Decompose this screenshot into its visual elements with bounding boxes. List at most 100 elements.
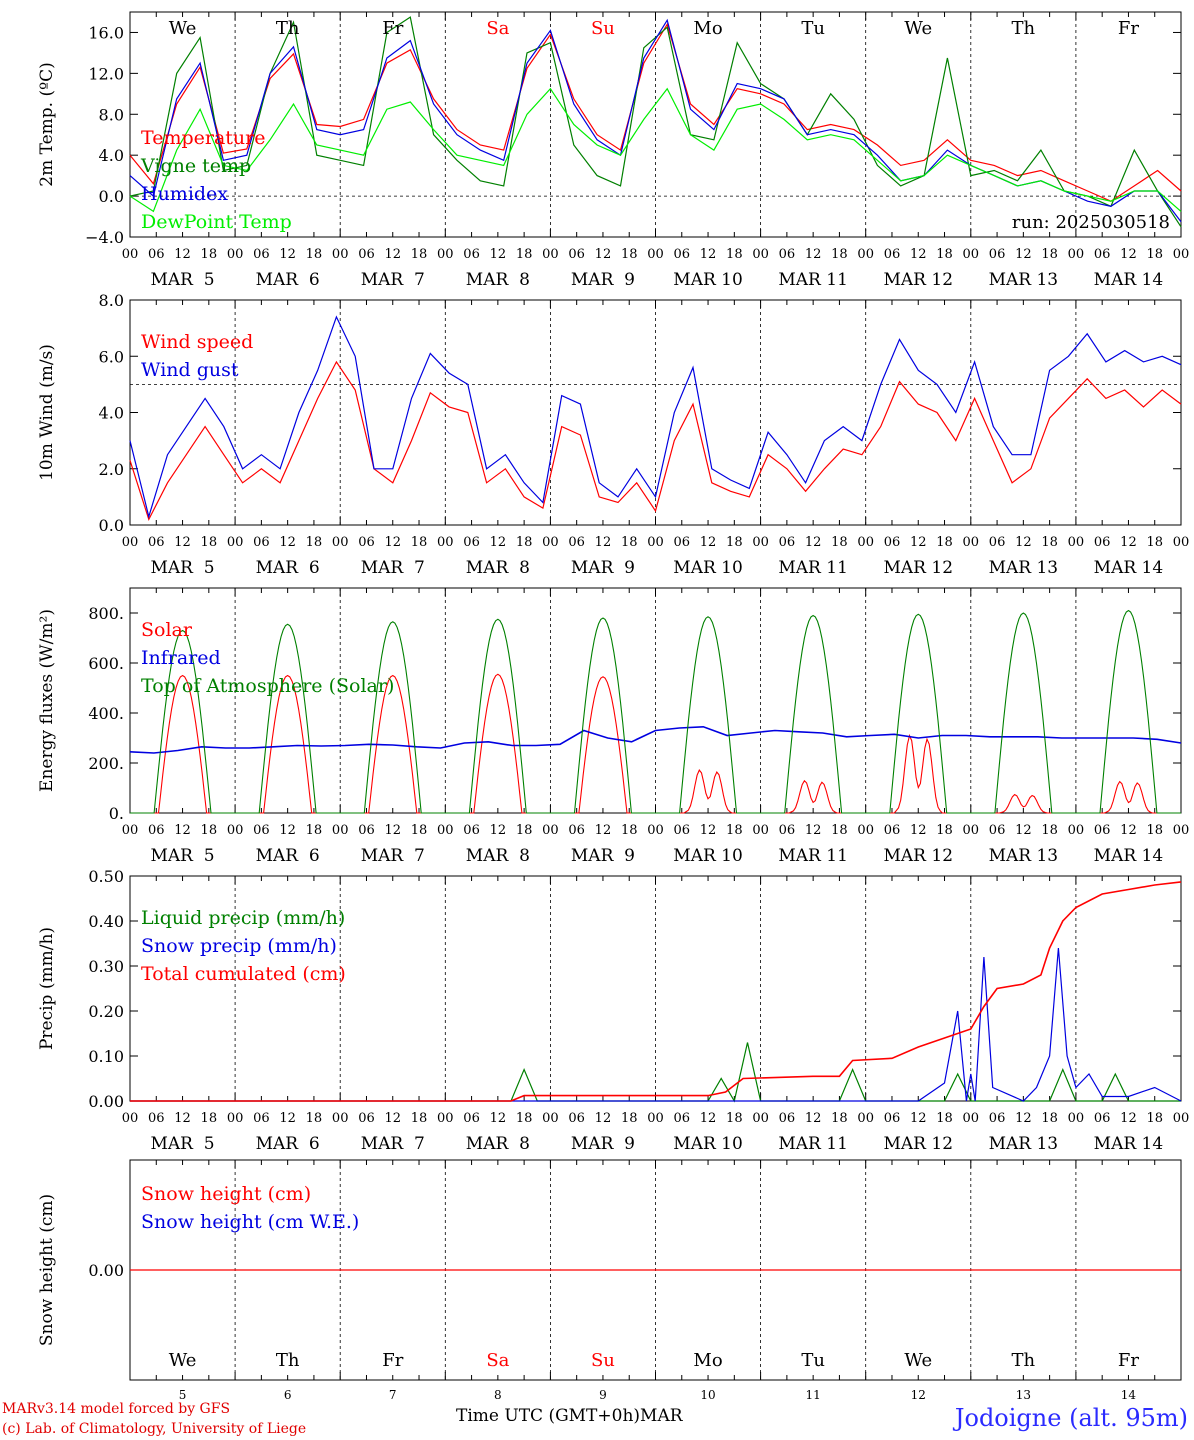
hour-label: 12 bbox=[1015, 1111, 1032, 1126]
hour-label: 18 bbox=[306, 1111, 323, 1126]
legend-entry: Total cumulated (cm) bbox=[141, 963, 346, 985]
day-name: Tu bbox=[801, 18, 825, 39]
hour-label: 00 bbox=[332, 823, 349, 838]
y-tick-label: 200. bbox=[88, 754, 124, 773]
legend-entry: Snow height (cm) bbox=[141, 1183, 311, 1205]
hour-label: 18 bbox=[1146, 535, 1163, 550]
hour-label: 06 bbox=[148, 1111, 165, 1126]
hour-label: 18 bbox=[726, 247, 743, 262]
hour-label: 00 bbox=[437, 823, 454, 838]
day-number: 11 bbox=[806, 1388, 821, 1402]
date-label: MAR 14 bbox=[1094, 1134, 1164, 1154]
hour-label: 12 bbox=[384, 535, 401, 550]
date-label: MAR 8 bbox=[466, 1134, 530, 1154]
y-tick-label: 800. bbox=[88, 604, 124, 623]
hour-label: 12 bbox=[279, 535, 296, 550]
credit-line-1: MARv3.14 model forced by GFS bbox=[2, 1401, 231, 1417]
day-name: We bbox=[904, 18, 932, 39]
y-axis-label: 10m Wind (m/s) bbox=[37, 344, 57, 481]
legend-entry: Temperature bbox=[141, 127, 265, 149]
day-number: 14 bbox=[1121, 1388, 1137, 1402]
hour-label: 00 bbox=[963, 1111, 980, 1126]
hour-label: 06 bbox=[884, 247, 901, 262]
date-label: MAR 6 bbox=[256, 846, 320, 866]
hour-label: 00 bbox=[1173, 247, 1190, 262]
hour-label: 06 bbox=[779, 1111, 796, 1126]
day-number: 6 bbox=[284, 1388, 292, 1402]
hour-label: 00 bbox=[647, 535, 664, 550]
date-label: MAR 9 bbox=[571, 558, 635, 578]
hour-label: 12 bbox=[910, 535, 927, 550]
hour-label: 18 bbox=[1146, 823, 1163, 838]
hour-label: 18 bbox=[1146, 1111, 1163, 1126]
day-name: We bbox=[904, 1350, 932, 1371]
hour-label: 12 bbox=[490, 1111, 507, 1126]
series-wind-gust bbox=[129, 315, 1182, 519]
hour-label: 18 bbox=[621, 1111, 638, 1126]
hour-label: 00 bbox=[332, 1111, 349, 1126]
hour-label: 18 bbox=[1146, 247, 1163, 262]
series-wind-speed bbox=[129, 360, 1182, 521]
hour-label: 12 bbox=[1120, 247, 1137, 262]
date-label: MAR 13 bbox=[989, 558, 1059, 578]
hour-label: 12 bbox=[700, 1111, 717, 1126]
date-label: MAR 11 bbox=[778, 558, 848, 578]
hour-label: 12 bbox=[490, 535, 507, 550]
day-name: Fr bbox=[382, 1350, 403, 1371]
date-label: MAR 6 bbox=[256, 558, 320, 578]
hour-label: 00 bbox=[437, 247, 454, 262]
hour-label: 06 bbox=[1094, 823, 1111, 838]
y-axis-label: Precip (mm/h) bbox=[37, 927, 57, 1050]
hour-label: 06 bbox=[358, 535, 375, 550]
hour-label: 00 bbox=[857, 247, 874, 262]
legend-entry: Vigne temp bbox=[140, 155, 251, 177]
y-tick-label: 0.00 bbox=[88, 1261, 124, 1280]
hour-label: 00 bbox=[437, 535, 454, 550]
y-tick-label: 0.20 bbox=[88, 1002, 124, 1021]
hour-label: 18 bbox=[831, 535, 848, 550]
date-label: MAR 8 bbox=[466, 846, 530, 866]
hour-label: 12 bbox=[595, 823, 612, 838]
day-name: Th bbox=[276, 1350, 300, 1371]
y-tick-label: 6.0 bbox=[99, 347, 124, 366]
hour-label: 12 bbox=[595, 535, 612, 550]
y-tick-label: 2.0 bbox=[99, 460, 124, 479]
hour-label: 00 bbox=[963, 247, 980, 262]
date-label: MAR 9 bbox=[571, 1134, 635, 1154]
hour-label: 00 bbox=[227, 823, 244, 838]
panel-frame-energy bbox=[129, 587, 1182, 814]
hour-label: 12 bbox=[279, 823, 296, 838]
series-top-of-atmosphere-solar- bbox=[130, 609, 1181, 814]
date-label: MAR 5 bbox=[150, 846, 214, 866]
hour-label: 06 bbox=[253, 535, 270, 550]
hour-label: 18 bbox=[936, 535, 953, 550]
hour-label: 00 bbox=[752, 247, 769, 262]
hour-label: 18 bbox=[516, 535, 533, 550]
y-axis-label: 2m Temp. (ºC) bbox=[37, 62, 57, 187]
date-label: MAR 8 bbox=[466, 270, 530, 290]
legend-entry: Infrared bbox=[141, 647, 221, 669]
hour-label: 12 bbox=[910, 1111, 927, 1126]
hour-label: 00 bbox=[963, 823, 980, 838]
hour-label: 06 bbox=[1094, 1111, 1111, 1126]
panel-frame-wind bbox=[129, 299, 1182, 526]
hour-label: 06 bbox=[989, 535, 1006, 550]
hour-label: 18 bbox=[411, 535, 428, 550]
hour-label: 00 bbox=[437, 1111, 454, 1126]
x-axis-title: Time UTC (GMT+0h)MAR bbox=[456, 1406, 683, 1426]
hour-label: 12 bbox=[805, 247, 822, 262]
y-tick-label: −4.0 bbox=[85, 228, 124, 247]
day-name: Th bbox=[276, 18, 300, 39]
date-label: MAR 14 bbox=[1094, 846, 1164, 866]
day-name: We bbox=[169, 1350, 197, 1371]
y-axis-label: Snow height (cm) bbox=[37, 1194, 57, 1346]
day-number: 7 bbox=[389, 1388, 397, 1402]
hour-label: 06 bbox=[779, 823, 796, 838]
hour-label: 12 bbox=[1015, 247, 1032, 262]
legend-entry: Liquid precip (mm/h) bbox=[141, 907, 345, 929]
hour-label: 06 bbox=[568, 535, 585, 550]
hour-label: 00 bbox=[1068, 823, 1085, 838]
hour-label: 18 bbox=[516, 1111, 533, 1126]
hour-label: 06 bbox=[463, 247, 480, 262]
day-name: Su bbox=[591, 1350, 615, 1371]
